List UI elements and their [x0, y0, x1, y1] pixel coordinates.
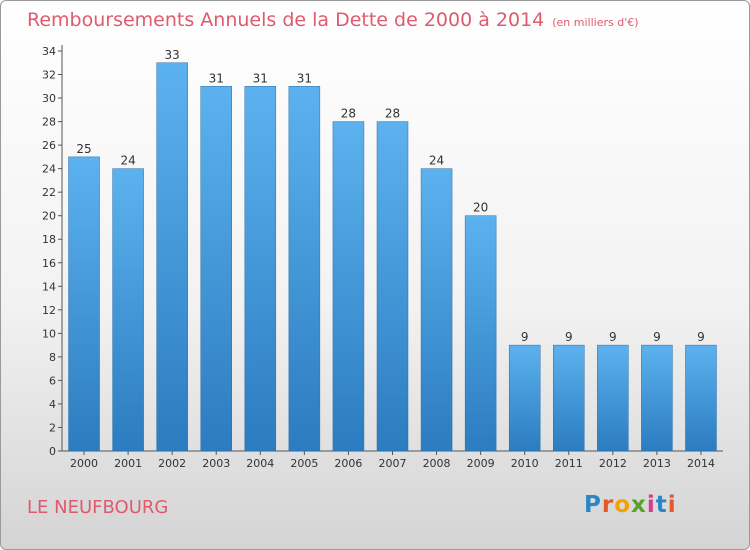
bar — [156, 62, 188, 452]
x-tick-label: 2004 — [246, 457, 274, 470]
y-tick-label: 26 — [42, 139, 56, 152]
y-tick-label: 34 — [42, 45, 56, 58]
bar — [288, 86, 321, 452]
bar — [641, 344, 673, 452]
bar-value-label: 33 — [165, 48, 180, 62]
bar-value-label: 9 — [653, 330, 661, 344]
y-tick-label: 20 — [42, 210, 56, 223]
bar — [112, 168, 144, 452]
bar — [244, 86, 277, 452]
bar-value-label: 31 — [209, 71, 224, 85]
bar-value-label: 25 — [76, 142, 91, 156]
bar — [597, 344, 629, 452]
x-tick-label: 2006 — [334, 457, 362, 470]
bar-value-label: 28 — [341, 107, 356, 121]
x-tick-label: 2011 — [555, 457, 583, 470]
y-tick-label: 4 — [49, 398, 56, 411]
bar — [200, 86, 232, 452]
y-tick-label: 0 — [49, 445, 56, 458]
bar-value-label: 31 — [297, 71, 312, 85]
bar-value-label: 9 — [697, 330, 705, 344]
x-tick-label: 2010 — [511, 457, 539, 470]
bar — [332, 121, 365, 452]
y-tick-label: 14 — [42, 280, 56, 293]
bar — [508, 344, 541, 452]
bar — [376, 121, 409, 452]
bar — [553, 344, 585, 452]
chart-title-text: Remboursements Annuels de la Dette de 20… — [27, 9, 545, 31]
y-tick-label: 10 — [42, 327, 56, 340]
bar-value-label: 24 — [120, 154, 135, 168]
proxiti-logo: Proxiti — [584, 492, 677, 518]
y-tick-label: 28 — [42, 116, 56, 129]
bar — [685, 344, 717, 452]
y-tick-label: 32 — [42, 69, 56, 82]
x-tick-label: 2000 — [70, 457, 98, 470]
x-tick-label: 2008 — [423, 457, 451, 470]
bar-value-label: 28 — [385, 107, 400, 121]
x-tick-label: 2003 — [202, 457, 230, 470]
bar-value-label: 9 — [521, 330, 529, 344]
bar-value-label: 9 — [565, 330, 573, 344]
bar-value-label: 31 — [253, 71, 268, 85]
x-tick-label: 2007 — [379, 457, 407, 470]
x-tick-label: 2002 — [158, 457, 186, 470]
y-tick-label: 30 — [42, 92, 56, 105]
x-tick-label: 2014 — [687, 457, 715, 470]
x-tick-label: 2005 — [290, 457, 318, 470]
y-tick-label: 12 — [42, 304, 56, 317]
x-tick-label: 2001 — [114, 457, 142, 470]
x-tick-label: 2013 — [643, 457, 671, 470]
x-tick-label: 2012 — [599, 457, 627, 470]
y-tick-label: 2 — [49, 421, 56, 434]
location-label: LE NEUFBOURG — [27, 497, 169, 518]
bar-value-label: 9 — [609, 330, 617, 344]
y-tick-label: 16 — [42, 257, 56, 270]
y-tick-label: 8 — [49, 351, 56, 364]
x-tick-label: 2009 — [467, 457, 495, 470]
bar — [420, 168, 453, 452]
bar-value-label: 24 — [429, 154, 444, 168]
y-tick-label: 22 — [42, 186, 56, 199]
bar-value-label: 20 — [473, 201, 488, 215]
y-tick-label: 24 — [42, 163, 56, 176]
bar — [464, 215, 497, 452]
chart-unit-label: (en milliers d'€) — [552, 16, 639, 29]
chart-title: Remboursements Annuels de la Dette de 20… — [27, 9, 639, 31]
y-tick-label: 18 — [42, 233, 56, 246]
y-tick-label: 6 — [49, 374, 56, 387]
bar — [68, 156, 100, 452]
